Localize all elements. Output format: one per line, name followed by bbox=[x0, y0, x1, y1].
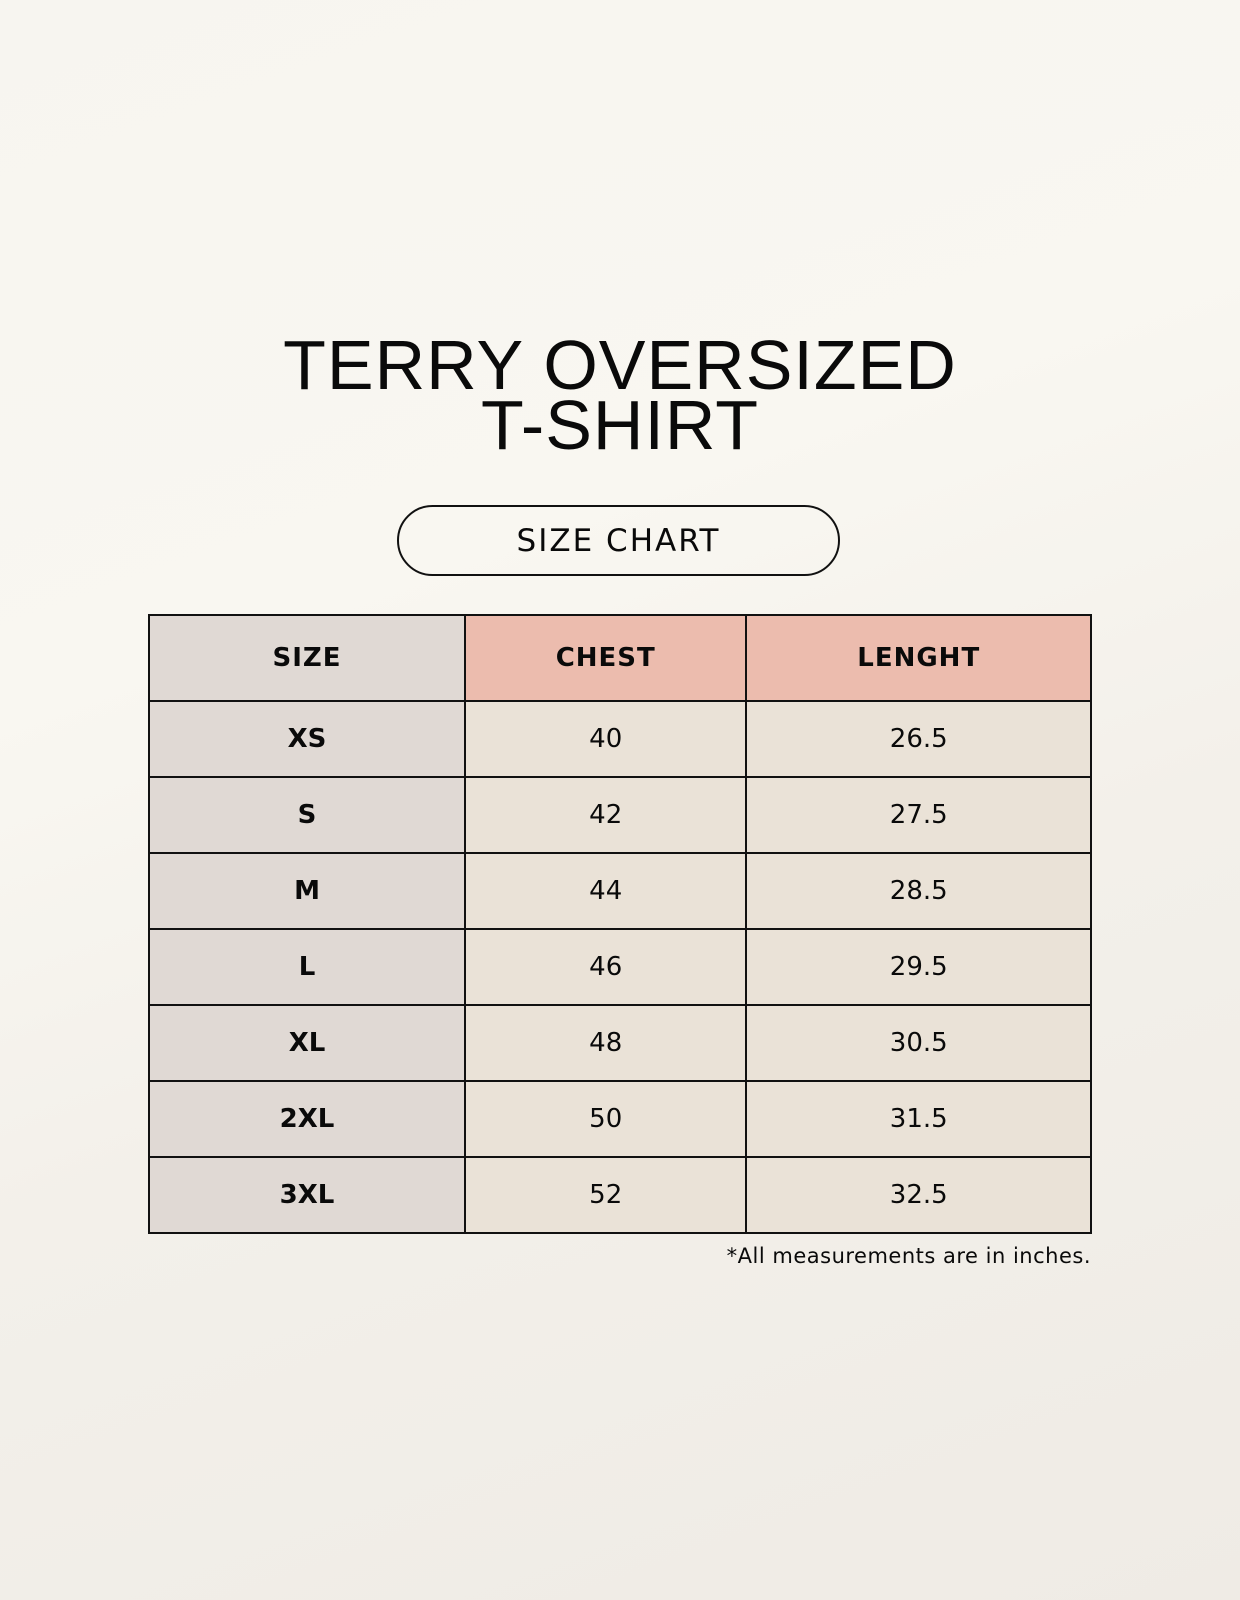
cell-length: 31.5 bbox=[745, 1080, 1092, 1158]
cell-length: 29.5 bbox=[745, 928, 1092, 1006]
cell-size: XS bbox=[148, 700, 466, 778]
cell-chest: 52 bbox=[463, 1156, 748, 1234]
table-header-row: SIZE CHEST LENGHT bbox=[148, 614, 1092, 702]
size-table: SIZE CHEST LENGHT XS 40 26.5 S 42 27.5 M 44 28.5… bbox=[148, 614, 1092, 1234]
cell-chest: 40 bbox=[463, 700, 748, 778]
title-line-1: TERRY OVERSIZED bbox=[283, 326, 957, 404]
table-row: L 46 29.5 bbox=[148, 928, 1092, 1006]
cell-size: 3XL bbox=[148, 1156, 466, 1234]
header-size: SIZE bbox=[148, 614, 466, 702]
size-chart-label: SIZE CHART bbox=[397, 505, 840, 576]
cell-size: 2XL bbox=[148, 1080, 466, 1158]
table-row: S 42 27.5 bbox=[148, 776, 1092, 854]
table-row: 2XL 50 31.5 bbox=[148, 1080, 1092, 1158]
cell-chest: 42 bbox=[463, 776, 748, 854]
cell-chest: 44 bbox=[463, 852, 748, 930]
cell-size: L bbox=[148, 928, 466, 1006]
cell-length: 30.5 bbox=[745, 1004, 1092, 1082]
cell-size: S bbox=[148, 776, 466, 854]
cell-chest: 46 bbox=[463, 928, 748, 1006]
footnote: *All measurements are in inches. bbox=[726, 1244, 1091, 1268]
cell-size: XL bbox=[148, 1004, 466, 1082]
cell-size: M bbox=[148, 852, 466, 930]
table-row: 3XL 52 32.5 bbox=[148, 1156, 1092, 1234]
cell-chest: 48 bbox=[463, 1004, 748, 1082]
cell-length: 27.5 bbox=[745, 776, 1092, 854]
table-row: XL 48 30.5 bbox=[148, 1004, 1092, 1082]
cell-chest: 50 bbox=[463, 1080, 748, 1158]
cell-length: 32.5 bbox=[745, 1156, 1092, 1234]
table-row: XS 40 26.5 bbox=[148, 700, 1092, 778]
cell-length: 28.5 bbox=[745, 852, 1092, 930]
header-length: LENGHT bbox=[745, 614, 1092, 702]
cell-length: 26.5 bbox=[745, 700, 1092, 778]
page-title: TERRY OVERSIZED T-SHIRT bbox=[0, 326, 1240, 464]
title-line-2: T-SHIRT bbox=[481, 386, 759, 464]
table-row: M 44 28.5 bbox=[148, 852, 1092, 930]
header-chest: CHEST bbox=[463, 614, 748, 702]
